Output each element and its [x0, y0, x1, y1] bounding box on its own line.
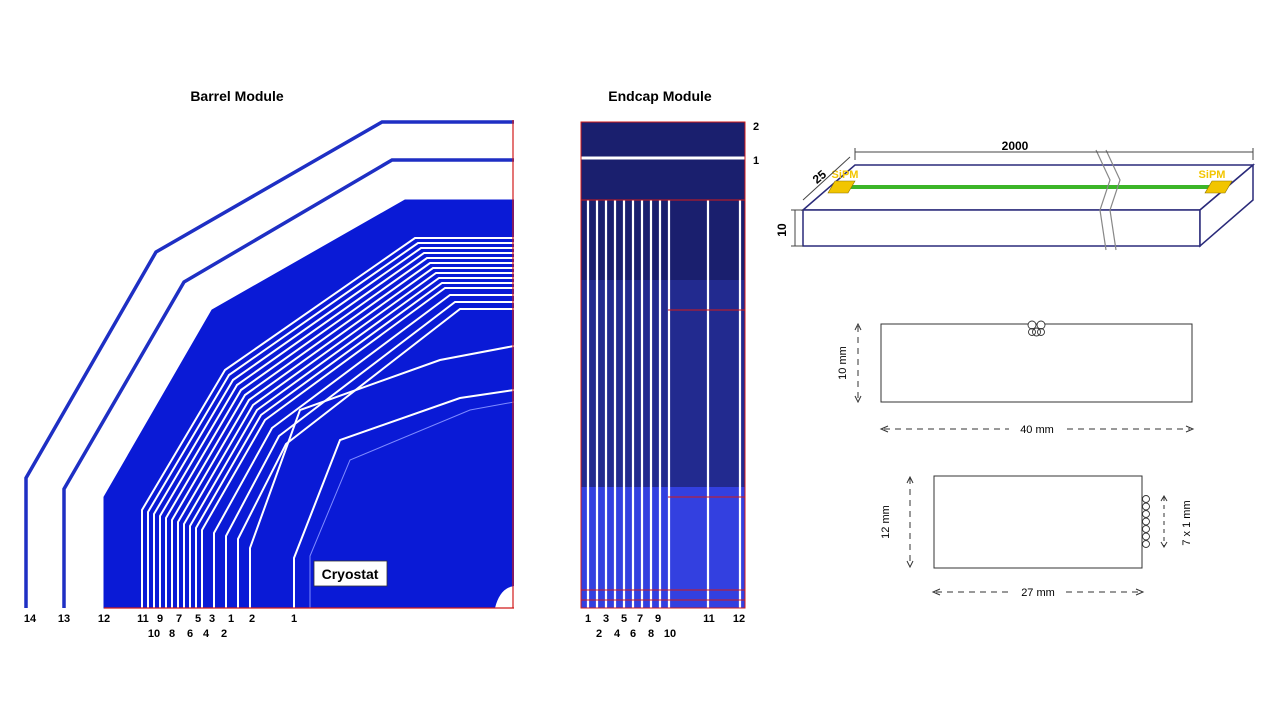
section1-height-label: 10 mm	[837, 346, 849, 380]
barrel-layer-label: 3	[209, 613, 215, 625]
section1-dims	[857, 326, 1190, 430]
barrel-layer-label: 7	[176, 613, 182, 625]
strip-length-label: 2000	[1002, 139, 1029, 153]
endcap-layer-label: 8	[648, 628, 654, 640]
barrel-layer-label: 1	[291, 613, 297, 625]
barrel-layer-label: 1	[228, 613, 234, 625]
section2-height-label: 12 mm	[880, 505, 892, 539]
endcap-layer-label: 12	[733, 613, 745, 625]
layer-14-outline	[24, 120, 514, 608]
sipm-right-icon	[1204, 180, 1233, 194]
section1-width-label: 40 mm	[1020, 424, 1054, 436]
barrel-layer-label: 6	[187, 628, 193, 640]
barrel-layer-label: 2	[221, 628, 227, 640]
barrel-title: Barrel Module	[190, 88, 284, 104]
endcap-side-label: 2	[753, 121, 759, 133]
barrel-layer-numbers-bottom: 10 8 6 4 2	[148, 628, 227, 640]
barrel-layer-label: 14	[24, 613, 37, 625]
strip-height-label: 10	[775, 223, 789, 237]
endcap-red-outline	[580, 121, 746, 609]
cross-section-1: 10 mm 40 mm	[837, 320, 1195, 436]
strip-side-face	[1199, 163, 1254, 248]
endcap-layer-label: 10	[664, 628, 676, 640]
endcap-layer-label: 1	[585, 613, 591, 625]
barrel-layer-label: 5	[195, 613, 201, 625]
barrel-layer-label: 10	[148, 628, 160, 640]
sipm-left-label: SiPM	[832, 169, 859, 181]
barrel-layer-label: 2	[249, 613, 255, 625]
scintillator-strip: SiPM SiPM 2000 25 10	[775, 139, 1256, 251]
endcap-layer-lines	[586, 200, 742, 608]
barrel-layer-label: 13	[58, 613, 70, 625]
strip-width-label: 25	[810, 167, 829, 187]
barrel-layer-label: 11	[137, 613, 149, 625]
cryostat-label: Cryostat	[322, 566, 379, 582]
endcap-layer-label: 7	[637, 613, 643, 625]
section2-width-label: 27 mm	[1021, 587, 1055, 599]
endcap-title: Endcap Module	[608, 88, 712, 104]
corner-cutout	[495, 586, 514, 608]
section2-fiber-label: 7 x 1 mm	[1181, 500, 1193, 545]
section1-fibers	[1027, 320, 1046, 337]
barrel-layer-label: 8	[169, 628, 175, 640]
sipm-right-label: SiPM	[1199, 169, 1226, 181]
sipm-left-icon	[827, 180, 856, 194]
endcap-side-label: 1	[753, 155, 759, 167]
cross-section-2: 12 mm 27 mm 7 x 1 mm	[880, 475, 1193, 599]
endcap-block-low	[668, 487, 745, 608]
endcap-layer-numbers-bottom: 2 4 6 8 10	[596, 628, 676, 640]
endcap-layer-label: 9	[655, 613, 661, 625]
inner-gap-lines	[141, 237, 514, 608]
endcap-layer-label: 5	[621, 613, 627, 625]
endcap-layer-label: 3	[603, 613, 609, 625]
barrel-layer-label: 12	[98, 613, 110, 625]
outer-layers	[24, 120, 514, 608]
barrel-module: Barrel Module	[24, 88, 514, 640]
section2-rect	[933, 475, 1143, 569]
layer-13-outline	[62, 158, 514, 608]
section2-fibers	[1142, 495, 1150, 548]
endcap-block-mid	[668, 280, 745, 487]
endcap-layer-label: 4	[614, 628, 621, 640]
cryostat-boundary	[309, 401, 514, 608]
endcap-layer-label: 11	[703, 613, 715, 625]
endcap-top-region	[581, 122, 745, 200]
endcap-layer-label: 6	[630, 628, 636, 640]
barrel-layer-label: 9	[157, 613, 163, 625]
endcap-layer-label: 2	[596, 628, 602, 640]
endcap-layer-numbers-top: 1 3 5 7 9 11 12	[585, 613, 745, 625]
barrel-layer-numbers-top: 14 13 12 11 9 7 5 3 1 2 1	[24, 613, 297, 625]
endcap-block-top	[668, 200, 745, 280]
strip-front-face	[802, 209, 1201, 247]
section2-dims	[909, 478, 1165, 593]
cryostat-label-box	[313, 560, 388, 587]
endcap-module: Endcap Module	[580, 88, 759, 640]
strip-dimensions	[791, 148, 1254, 247]
section1-rect	[880, 323, 1193, 403]
break-mark	[1095, 149, 1121, 251]
absorber-body	[103, 199, 514, 609]
barrel-layer-label: 4	[203, 628, 210, 640]
